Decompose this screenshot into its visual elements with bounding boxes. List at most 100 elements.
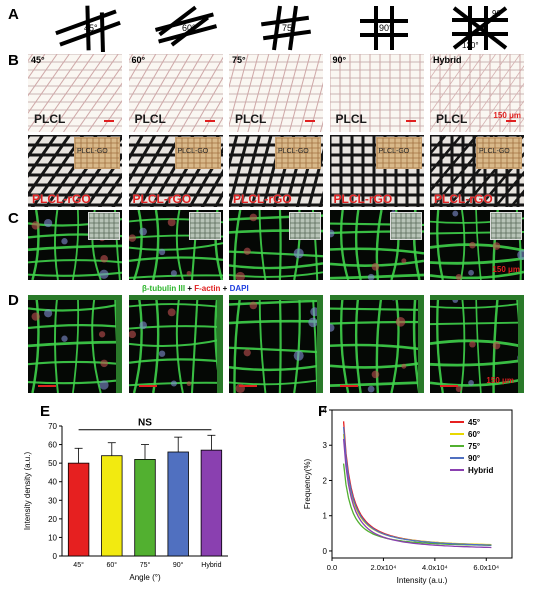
d-tile-90 bbox=[329, 295, 424, 393]
d-top-projection-90 bbox=[329, 295, 424, 300]
fluorescence-row-d: 150 μm bbox=[28, 295, 524, 395]
e-ytick-label: 20 bbox=[48, 515, 57, 524]
e-ytick-label: 10 bbox=[48, 533, 57, 542]
e-bar-4 bbox=[200, 449, 223, 557]
f-series-line-2 bbox=[342, 463, 492, 546]
go-inset-label-75: PLCL-GO bbox=[278, 148, 309, 155]
plcl-angle-label-90: 90° bbox=[332, 55, 347, 65]
go-inset-label-90: PLCL-GO bbox=[378, 148, 410, 155]
schematic-angle-hybrid-120: 120° bbox=[462, 41, 479, 50]
plcl-scale-bar-45 bbox=[104, 120, 114, 122]
f-ylabel: Frequency(%) bbox=[303, 459, 312, 510]
plcl-rgo-row: PLCL-GO PLCL-rGO PLCL-GO PLCL-rGO PLCL-GO PLC… bbox=[28, 135, 524, 207]
plcl-tile-75: 75° PLCL bbox=[229, 54, 323, 132]
line-chart-f: 0 1 2 3 4 0.0 2.0x10⁴ 4.0x10⁴ 6.0x10⁴ 45° 60° 75° 90… bbox=[303, 406, 513, 585]
schematic-60: 60° bbox=[154, 5, 218, 47]
d-tile-60 bbox=[128, 295, 223, 393]
f-legend-label-1: 60° bbox=[468, 430, 480, 439]
e-xtick-label-2: 75° bbox=[140, 561, 151, 569]
d-tile-75 bbox=[229, 295, 323, 393]
f-legend-label-3: 90° bbox=[468, 454, 480, 463]
plcl-scale-bar-75 bbox=[305, 120, 315, 122]
rgo-tile-60: PLCL-GO PLCL-rGO bbox=[128, 135, 223, 207]
e-ytick-label: 30 bbox=[48, 496, 57, 505]
plcl-angle-label-75: 75° bbox=[232, 55, 246, 65]
schematic-row: 45° 60° 75° 90° bbox=[28, 4, 524, 58]
go-inset-45: PLCL-GO bbox=[74, 137, 120, 169]
fluorescence-row-c: 150 μm bbox=[28, 210, 524, 282]
c-inset-60 bbox=[188, 212, 221, 240]
c-inset-hybrid bbox=[490, 212, 522, 240]
schematic-angle-60: 60° bbox=[182, 23, 196, 33]
plcl-tile-45: 45° PLCL bbox=[28, 54, 122, 132]
plcl-scale-bar-60 bbox=[204, 120, 215, 122]
plcl-tile-60: 60° PLCL bbox=[128, 54, 223, 132]
d-fibers-hybrid bbox=[430, 295, 524, 393]
rgo-tile-hybrid: PLCL-GO PLCL-rGO bbox=[430, 135, 524, 207]
e-bar-0 bbox=[67, 462, 90, 557]
f-legend-label-4: Hybrid bbox=[468, 466, 493, 475]
legend-dapi: DAPI bbox=[229, 284, 249, 293]
go-inset-60: PLCL-GO bbox=[174, 137, 221, 169]
plcl-label-90: PLCL bbox=[335, 112, 367, 126]
plcl-label-hybrid: PLCL bbox=[436, 112, 468, 126]
f-xtick-label: 0.0 bbox=[327, 563, 337, 572]
d-side-projection-90 bbox=[417, 295, 424, 393]
f-xtick-label: 2.0x10⁴ bbox=[371, 563, 397, 572]
legend-actin: F-actin bbox=[194, 284, 221, 293]
plcl-scale-bar-90 bbox=[405, 120, 416, 122]
d-top-projection-75 bbox=[229, 295, 323, 300]
d-fibers-45 bbox=[28, 295, 122, 393]
f-plot-frame bbox=[331, 409, 513, 559]
f-series-line-4 bbox=[342, 438, 492, 549]
plcl-row: 45° PLCL 60° PLCL 75° PLCL 90° PLCL Hybrid PLCL 15… bbox=[28, 54, 524, 134]
d-side-projection-45 bbox=[116, 295, 122, 393]
panel-label-a: A bbox=[8, 6, 19, 23]
d-scale-bar-90 bbox=[339, 385, 358, 387]
c-tile-hybrid: 150 μm bbox=[430, 210, 524, 280]
go-inset-hybrid: PLCL-GO bbox=[476, 137, 522, 169]
d-top-projection-hybrid bbox=[430, 295, 524, 300]
c-fibers-60 bbox=[128, 210, 223, 280]
c-tile-45 bbox=[28, 210, 122, 280]
panel-label-f: F bbox=[318, 403, 328, 420]
plcl-label-60: PLCL bbox=[134, 112, 166, 126]
rgo-label-90: PLCL-rGO bbox=[333, 192, 393, 206]
e-xlabel: Angle (°) bbox=[129, 573, 161, 582]
d-scale-bar-60 bbox=[138, 385, 157, 387]
c-tile-90 bbox=[329, 210, 424, 280]
plcl-mesh-90 bbox=[329, 54, 424, 132]
legend-plus-1: + bbox=[185, 284, 195, 293]
go-inset-label-hybrid: PLCL-GO bbox=[479, 148, 510, 155]
e-ytick-label: 60 bbox=[48, 441, 57, 450]
plcl-mesh-60 bbox=[128, 54, 223, 132]
bar-chart-e: 0 10 20 30 40 50 60 70 45° 60° 75° 90° Hybrid NS Angle… bbox=[23, 418, 228, 582]
plcl-angle-label-hybrid: Hybrid bbox=[433, 55, 462, 65]
schematic-angle-hybrid-90: 90° bbox=[492, 9, 504, 18]
d-top-projection-45 bbox=[28, 295, 122, 300]
plcl-tile-hybrid: Hybrid PLCL 150 μm bbox=[430, 54, 524, 132]
rgo-tile-90: PLCL-GO PLCL-rGO bbox=[329, 135, 424, 207]
f-legend-label-2: 75° bbox=[468, 442, 480, 451]
plcl-angle-label-45: 45° bbox=[31, 55, 45, 65]
d-fibers-90 bbox=[329, 295, 424, 393]
rgo-tile-45: PLCL-GO PLCL-rGO bbox=[28, 135, 122, 207]
c-inset-90 bbox=[389, 212, 422, 240]
e-bar-2 bbox=[134, 459, 156, 557]
e-xtick-label-1: 60° bbox=[107, 561, 118, 569]
d-tile-45 bbox=[28, 295, 122, 393]
schematic-75: 75° bbox=[260, 5, 312, 51]
e-bar-1 bbox=[101, 455, 123, 557]
d-side-projection-75 bbox=[317, 295, 323, 393]
plcl-angle-label-60: 60° bbox=[131, 55, 146, 65]
plcl-mesh-hybrid bbox=[430, 54, 524, 132]
go-inset-label-60: PLCL-GO bbox=[177, 148, 209, 155]
d-scale-bar-45 bbox=[38, 385, 56, 387]
plcl-scale-text: 150 μm bbox=[493, 111, 521, 120]
d-scale-bar-75 bbox=[239, 385, 257, 387]
c-tile-60 bbox=[128, 210, 223, 280]
f-xtick-label: 4.0x10⁴ bbox=[422, 563, 448, 572]
e-ytick-label: 40 bbox=[48, 478, 57, 487]
d-scale-text: 150 μm bbox=[486, 376, 514, 385]
c-inset-45 bbox=[88, 212, 120, 240]
